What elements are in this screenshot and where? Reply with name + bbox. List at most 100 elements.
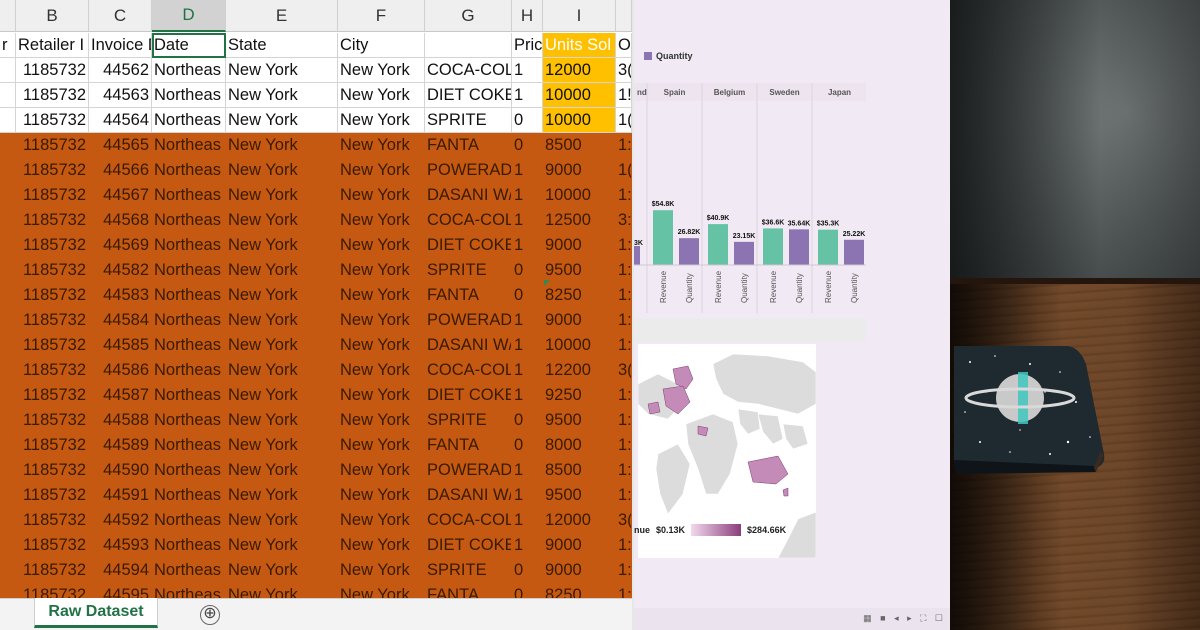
header-cell[interactable]: Date <box>152 33 226 58</box>
table-cell[interactable]: New York <box>228 361 298 379</box>
table-cell[interactable] <box>0 133 16 158</box>
table-cell[interactable]: New York <box>340 161 410 179</box>
column-letter-8[interactable]: H <box>512 0 543 32</box>
table-cell[interactable]: 1 <box>514 186 524 204</box>
sheet-tab-raw-dataset[interactable]: Raw Dataset <box>34 598 158 628</box>
header-cell[interactable]: r <box>0 33 16 58</box>
table-cell[interactable]: 1 <box>514 536 524 554</box>
world-map[interactable] <box>637 344 817 559</box>
table-cell[interactable]: 1185732 <box>22 236 86 254</box>
table-cell[interactable]: 0 <box>514 286 524 304</box>
table-cell[interactable]: New York <box>228 511 298 529</box>
table-cell[interactable]: 1: <box>618 386 632 404</box>
table-cell[interactable]: DIET COKE <box>427 536 512 554</box>
table-cell[interactable]: POWERADI <box>427 311 512 329</box>
table-cell[interactable]: 44591 <box>103 486 149 504</box>
table-cell[interactable]: COCA-COL/ <box>427 511 512 529</box>
table-cell[interactable]: 3( <box>616 58 632 83</box>
table-cell[interactable]: New York <box>228 386 298 404</box>
header-cell[interactable]: O <box>616 33 632 58</box>
table-cell[interactable]: 9250 <box>545 386 582 404</box>
table-cell[interactable] <box>0 108 16 133</box>
table-cell[interactable] <box>0 258 16 283</box>
table-cell[interactable]: 1 <box>514 336 524 354</box>
column-letter-5[interactable]: E <box>226 0 338 32</box>
table-cell[interactable]: New York <box>340 511 410 529</box>
table-cell[interactable]: Northeas <box>154 511 221 529</box>
table-cell[interactable] <box>0 408 16 433</box>
table-cell[interactable]: 9000 <box>545 536 582 554</box>
table-cell[interactable]: 8500 <box>545 461 582 479</box>
table-cell[interactable]: 1: <box>618 461 632 479</box>
table-cell[interactable]: 44593 <box>103 536 149 554</box>
table-cell[interactable]: Northeas <box>154 361 221 379</box>
table-cell[interactable]: FANTA <box>427 136 479 154</box>
table-cell[interactable]: 0 <box>514 436 524 454</box>
table-cell[interactable]: New York <box>228 436 298 454</box>
table-cell[interactable]: 1: <box>618 486 632 504</box>
table-cell[interactable]: 1 <box>514 511 524 529</box>
header-cell[interactable]: Invoice D <box>89 33 152 58</box>
table-cell[interactable]: 1: <box>618 236 632 254</box>
table-cell[interactable]: 1: <box>618 311 632 329</box>
table-cell[interactable]: 3: <box>618 211 632 229</box>
table-cell[interactable]: 1 <box>514 311 524 329</box>
table-cell[interactable]: 1 <box>514 361 524 379</box>
table-cell[interactable]: 1 <box>512 83 543 108</box>
table-cell[interactable]: 9500 <box>545 261 582 279</box>
table-cell[interactable]: 1185732 <box>22 436 86 454</box>
header-cell[interactable]: Pric <box>512 33 543 58</box>
table-cell[interactable]: Northeas <box>154 261 221 279</box>
table-cell[interactable]: Northeas <box>152 83 226 108</box>
table-cell[interactable] <box>0 208 16 233</box>
table-cell[interactable]: 1 <box>514 461 524 479</box>
table-cell[interactable]: 44568 <box>103 211 149 229</box>
table-cell[interactable]: 8000 <box>545 436 582 454</box>
table-cell[interactable]: 44592 <box>103 511 149 529</box>
table-cell[interactable]: 44594 <box>103 561 149 579</box>
table-cell[interactable]: New York <box>340 136 410 154</box>
table-cell[interactable]: 44564 <box>89 108 152 133</box>
table-cell[interactable]: 0 <box>514 136 524 154</box>
table-cell[interactable]: New York <box>338 58 425 83</box>
table-cell[interactable]: 1185732 <box>22 211 86 229</box>
table-cell[interactable]: 0 <box>514 261 524 279</box>
table-cell[interactable]: 1 <box>514 211 524 229</box>
table-cell[interactable]: 10000 <box>545 336 591 354</box>
table-cell[interactable]: 9000 <box>545 236 582 254</box>
table-cell[interactable]: 1185732 <box>22 311 86 329</box>
table-cell[interactable]: New York <box>228 136 298 154</box>
table-cell[interactable]: 12500 <box>545 211 591 229</box>
table-cell[interactable]: 1185732 <box>22 561 86 579</box>
table-cell[interactable]: 1 <box>514 386 524 404</box>
table-cell[interactable]: New York <box>340 361 410 379</box>
table-cell[interactable]: 0 <box>512 108 543 133</box>
table-cell[interactable]: New York <box>338 83 425 108</box>
table-cell[interactable]: 1 <box>514 486 524 504</box>
table-cell[interactable]: Northeas <box>154 311 221 329</box>
table-cell[interactable]: New York <box>340 536 410 554</box>
table-cell[interactable] <box>0 158 16 183</box>
bar-chart[interactable]: nd 3K Spain $54.8K Revenue 26.82K Quantity Belg… <box>634 75 866 315</box>
table-cell[interactable] <box>0 508 16 533</box>
table-cell[interactable]: 1: <box>618 261 632 279</box>
table-cell[interactable]: DASANI W/ <box>427 336 512 354</box>
table-cell[interactable]: 3( <box>618 361 632 379</box>
column-letter-2[interactable]: B <box>16 0 89 32</box>
table-cell[interactable]: 12200 <box>545 361 591 379</box>
table-cell[interactable] <box>0 383 16 408</box>
table-cell[interactable]: 44563 <box>89 83 152 108</box>
table-cell[interactable]: New York <box>228 336 298 354</box>
table-cell[interactable]: 44585 <box>103 336 149 354</box>
table-cell[interactable]: 44586 <box>103 361 149 379</box>
table-cell[interactable]: New York <box>228 311 298 329</box>
table-cell[interactable] <box>0 358 16 383</box>
table-cell[interactable]: Northeas <box>154 536 221 554</box>
table-cell[interactable]: New York <box>228 461 298 479</box>
table-cell[interactable]: New York <box>338 108 425 133</box>
table-cell[interactable]: New York <box>340 311 410 329</box>
table-cell[interactable]: 44589 <box>103 436 149 454</box>
table-cell[interactable]: 1185732 <box>22 186 86 204</box>
table-cell[interactable]: FANTA <box>427 286 479 304</box>
table-cell[interactable]: FANTA <box>427 436 479 454</box>
